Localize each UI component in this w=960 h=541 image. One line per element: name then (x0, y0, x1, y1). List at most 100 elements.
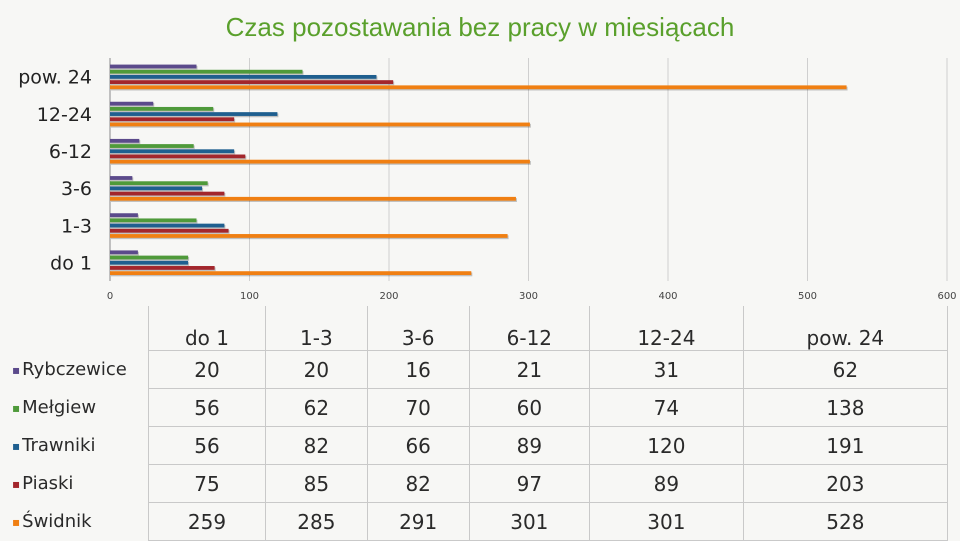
bar-trawniki (110, 149, 235, 154)
table-cell: 301 (468, 502, 591, 541)
table-cell: 62 (742, 350, 949, 389)
row-label: ▪ Trawniki (12, 427, 149, 465)
row-label-text: Świdnik (22, 511, 92, 532)
bar-świdnik (110, 271, 472, 276)
table-header: do 1 (148, 306, 266, 351)
x-tick-label: 300 (519, 291, 538, 302)
row-label: ▪ Mełgiew (12, 389, 149, 427)
table-cell: 56 (148, 388, 266, 427)
bar-piaski (110, 266, 215, 270)
bar-rybczewice (110, 64, 197, 69)
table-header: pow. 24 (742, 306, 949, 351)
table-cell: 60 (468, 388, 591, 427)
table-cell: 82 (264, 426, 368, 465)
bar-mełgiew (110, 69, 303, 74)
table-cell: 70 (366, 388, 470, 427)
bar-trawniki (110, 260, 189, 265)
bar-świdnik (110, 196, 516, 201)
row-label: ▪ Piaski (12, 465, 149, 503)
bar-świdnik (110, 234, 508, 238)
bar-rybczewice (110, 250, 138, 255)
x-tick-label: 400 (658, 291, 677, 302)
bar-mełgiew (110, 218, 197, 223)
legend-swatch-icon: ▪ (12, 515, 21, 529)
table-row: ▪ Trawniki 56 82 66 89 120 191 (12, 426, 949, 465)
bar-rybczewice (110, 213, 138, 218)
table-cell: 20 (148, 350, 266, 389)
table-header-row: do 1 1-3 3-6 6-12 12-24 pow. 24 (12, 306, 949, 351)
bar-trawniki (110, 186, 203, 191)
bar-trawniki (110, 223, 225, 228)
table-row: ▪ Świdnik 259 285 291 301 301 528 (12, 502, 949, 541)
data-table: do 1 1-3 3-6 6-12 12-24 pow. 24 ▪ Rybczew… (12, 306, 949, 541)
y-category-label: 12-24 (37, 104, 92, 126)
table-cell: 82 (366, 464, 470, 503)
row-label-text: Rybczewice (22, 359, 127, 380)
bar-piaski (110, 228, 229, 233)
x-tick-label: 200 (379, 291, 398, 302)
table-cell: 259 (148, 502, 266, 541)
bar-rybczewice (110, 176, 133, 180)
table-cell: 16 (366, 350, 470, 389)
data-table-wrapper: do 1 1-3 3-6 6-12 12-24 pow. 24 ▪ Rybczew… (0, 306, 960, 541)
x-tick-label: 100 (240, 291, 259, 302)
row-label: ▪ Rybczewice (12, 351, 149, 389)
table-row: ▪ Piaski 75 85 82 97 89 203 (12, 464, 949, 503)
table-cell: 120 (589, 426, 744, 465)
table-cell: 74 (589, 388, 744, 427)
table-row: ▪ Rybczewice 20 20 16 21 31 62 (12, 350, 949, 389)
y-category-label: do 1 (50, 252, 92, 274)
bar-rybczewice (110, 101, 154, 106)
table-header: 6-12 (468, 306, 591, 351)
table-header: 12-24 (589, 306, 744, 351)
bar-świdnik (110, 159, 530, 164)
bar-mełgiew (110, 181, 208, 186)
table-cell: 89 (589, 464, 744, 503)
table-cell: 138 (742, 388, 949, 427)
x-tick-label: 0 (107, 291, 113, 302)
table-cell: 85 (264, 464, 368, 503)
bar-świdnik (110, 85, 847, 90)
legend-swatch-icon: ▪ (12, 363, 21, 377)
table-cell: 89 (468, 426, 591, 465)
bar-chart: 0 100 200 300 400 500 600 do 1 1-3 3-6 6-12 12-24 po… (18, 58, 957, 302)
table-cell: 291 (366, 502, 470, 541)
legend-swatch-icon: ▪ (12, 401, 21, 415)
bar-piaski (110, 154, 246, 159)
table-row: ▪ Mełgiew 56 62 70 60 74 138 (12, 388, 949, 427)
y-category-label: 6-12 (49, 141, 92, 163)
table-header: 1-3 (264, 306, 368, 351)
table-cell: 21 (468, 350, 591, 389)
row-label: ▪ Świdnik (12, 503, 149, 541)
y-category-label: 3-6 (61, 178, 92, 200)
bar-mełgiew (110, 106, 214, 111)
table-cell: 20 (264, 350, 368, 389)
table-cell: 285 (264, 502, 368, 541)
legend-swatch-icon: ▪ (12, 477, 21, 491)
row-label-text: Trawniki (22, 435, 96, 456)
table-header: 3-6 (366, 306, 470, 351)
x-tick-label: 600 (937, 291, 956, 302)
x-tick-label: 500 (798, 291, 817, 302)
table-cell: 62 (264, 388, 368, 427)
table-cell: 203 (742, 464, 949, 503)
bar-świdnik (110, 122, 530, 127)
table-corner (12, 306, 149, 351)
table-cell: 56 (148, 426, 266, 465)
bar-mełgiew (110, 144, 194, 148)
row-label-text: Piaski (22, 473, 74, 494)
table-cell: 301 (589, 502, 744, 541)
table-cell: 97 (468, 464, 591, 503)
bar-mełgiew (110, 255, 189, 260)
table-cell: 75 (148, 464, 266, 503)
bar-trawniki (110, 74, 377, 79)
table-cell: 66 (366, 426, 470, 465)
table-cell: 528 (742, 502, 949, 541)
row-label-text: Mełgiew (22, 397, 97, 418)
table-cell: 191 (742, 426, 949, 465)
chart-title: Czas pozostawania bez pracy w miesiącach (225, 12, 735, 42)
y-category-label: 1-3 (61, 215, 92, 237)
bar-piaski (110, 117, 235, 122)
table-cell: 31 (589, 350, 744, 389)
bar-trawniki (110, 112, 278, 116)
